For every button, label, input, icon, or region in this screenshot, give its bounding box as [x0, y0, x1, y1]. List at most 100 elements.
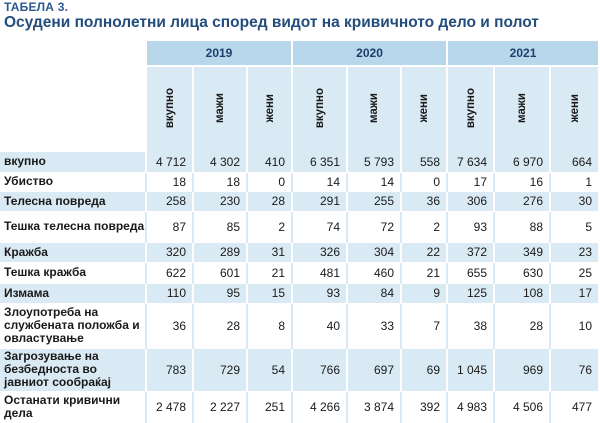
value-cell: 326 — [291, 242, 348, 263]
subcolumn-header: мажи — [346, 66, 402, 152]
table-row: Тешка кражба 622 601 21 481 460 21 655 630 25 — [0, 262, 599, 284]
value-cell: 7 — [400, 303, 448, 349]
value-cell: 630 — [493, 262, 551, 284]
value-cell: 276 — [493, 191, 551, 212]
value-cell: 289 — [192, 242, 247, 263]
subcolumn-header: жени — [549, 66, 599, 152]
year-header: 2020 — [291, 41, 448, 67]
value-cell: 1 — [549, 172, 599, 192]
value-cell: 85 — [192, 211, 247, 243]
subcolumn-header: вкупно — [145, 66, 193, 152]
value-cell: 38 — [446, 303, 495, 349]
value-cell: 349 — [493, 242, 551, 263]
value-cell: 18 — [145, 172, 193, 192]
value-cell: 230 — [192, 191, 247, 212]
value-cell: 125 — [446, 283, 495, 304]
row-label: Останати кривични дела — [0, 391, 146, 423]
year-header: 2019 — [144, 41, 293, 67]
value-cell: 17 — [446, 172, 495, 192]
value-cell: 21 — [245, 262, 293, 284]
value-cell: 697 — [346, 348, 402, 392]
table-row: Злоупотреба на службената положба и овла… — [0, 303, 599, 349]
row-label: Измама — [0, 283, 146, 304]
value-cell: 10 — [549, 303, 599, 349]
value-cell: 6 351 — [291, 152, 348, 173]
value-cell: 1 045 — [446, 348, 495, 392]
value-cell: 766 — [291, 348, 348, 392]
value-cell: 251 — [245, 391, 293, 423]
value-cell: 69 — [400, 348, 448, 392]
row-label: Тешка кражба — [0, 262, 146, 284]
value-cell: 36 — [145, 303, 193, 349]
value-cell: 291 — [291, 191, 348, 212]
value-cell: 22 — [400, 242, 448, 263]
value-cell: 28 — [493, 303, 551, 349]
value-cell: 4 712 — [145, 152, 193, 173]
subcolumn-header-row: вкупно мажи жени вкупно мажи жени вкупно… — [0, 66, 599, 152]
value-cell: 255 — [346, 191, 402, 212]
corner-cell — [0, 66, 146, 152]
value-cell: 6 970 — [493, 152, 551, 173]
value-cell: 392 — [400, 391, 448, 423]
value-cell: 87 — [145, 211, 193, 243]
value-cell: 33 — [346, 303, 402, 349]
value-cell: 30 — [549, 191, 599, 212]
subcolumn-header: жени — [400, 66, 448, 152]
value-cell: 2 — [400, 211, 448, 243]
value-cell: 17 — [549, 283, 599, 304]
value-cell: 95 — [192, 283, 247, 304]
value-cell: 16 — [493, 172, 551, 192]
table-row: Убиство 18 18 0 14 14 0 17 16 1 — [0, 172, 599, 192]
value-cell: 558 — [400, 152, 448, 173]
value-cell: 108 — [493, 283, 551, 304]
value-cell: 410 — [245, 152, 293, 173]
year-header-row: 2019 2020 2021 — [0, 41, 599, 67]
value-cell: 258 — [145, 191, 193, 212]
table-row: Измама 110 95 15 93 84 9 125 108 17 — [0, 283, 599, 304]
value-cell: 8 — [245, 303, 293, 349]
value-cell: 4 983 — [446, 391, 495, 423]
value-cell: 14 — [291, 172, 348, 192]
value-cell: 4 506 — [493, 391, 551, 423]
value-cell: 23 — [549, 242, 599, 263]
value-cell: 76 — [549, 348, 599, 392]
table-row: вкупно 4 712 4 302 410 6 351 5 793 558 7 634 6 9… — [0, 152, 599, 173]
row-label: Злоупотреба на службената положба и овла… — [0, 303, 146, 349]
table-row: Кражба 320 289 31 326 304 22 372 349 23 — [0, 242, 599, 263]
subcolumn-header: жени — [245, 66, 293, 152]
value-cell: 31 — [245, 242, 293, 263]
value-cell: 5 793 — [346, 152, 402, 173]
value-cell: 655 — [446, 262, 495, 284]
subcolumn-header: мажи — [493, 66, 551, 152]
value-cell: 460 — [346, 262, 402, 284]
row-label: вкупно — [0, 152, 146, 173]
value-cell: 54 — [245, 348, 293, 392]
value-cell: 2 478 — [145, 391, 193, 423]
row-label: Телесна повреда — [0, 191, 146, 212]
table-label: ТАБЕЛА 3. — [4, 0, 69, 14]
value-cell: 110 — [145, 283, 193, 304]
value-cell: 5 — [549, 211, 599, 243]
value-cell: 84 — [346, 283, 402, 304]
value-cell: 4 302 — [192, 152, 247, 173]
value-cell: 729 — [192, 348, 247, 392]
value-cell: 2 — [245, 211, 293, 243]
value-cell: 481 — [291, 262, 348, 284]
value-cell: 72 — [346, 211, 402, 243]
table-row: Тешка телесна повреда 87 85 2 74 72 2 93 88 5 — [0, 211, 599, 243]
value-cell: 969 — [493, 348, 551, 392]
value-cell: 40 — [291, 303, 348, 349]
value-cell: 622 — [145, 262, 193, 284]
table-row: Загрозување на безбедноста во јавниот со… — [0, 348, 599, 392]
value-cell: 783 — [145, 348, 193, 392]
value-cell: 306 — [446, 191, 495, 212]
value-cell: 0 — [400, 172, 448, 192]
value-cell: 2 227 — [192, 391, 247, 423]
value-cell: 15 — [245, 283, 293, 304]
value-cell: 14 — [346, 172, 402, 192]
subcolumn-header: вкупно — [446, 66, 495, 152]
value-cell: 320 — [145, 242, 193, 263]
value-cell: 664 — [549, 152, 599, 173]
value-cell: 372 — [446, 242, 495, 263]
